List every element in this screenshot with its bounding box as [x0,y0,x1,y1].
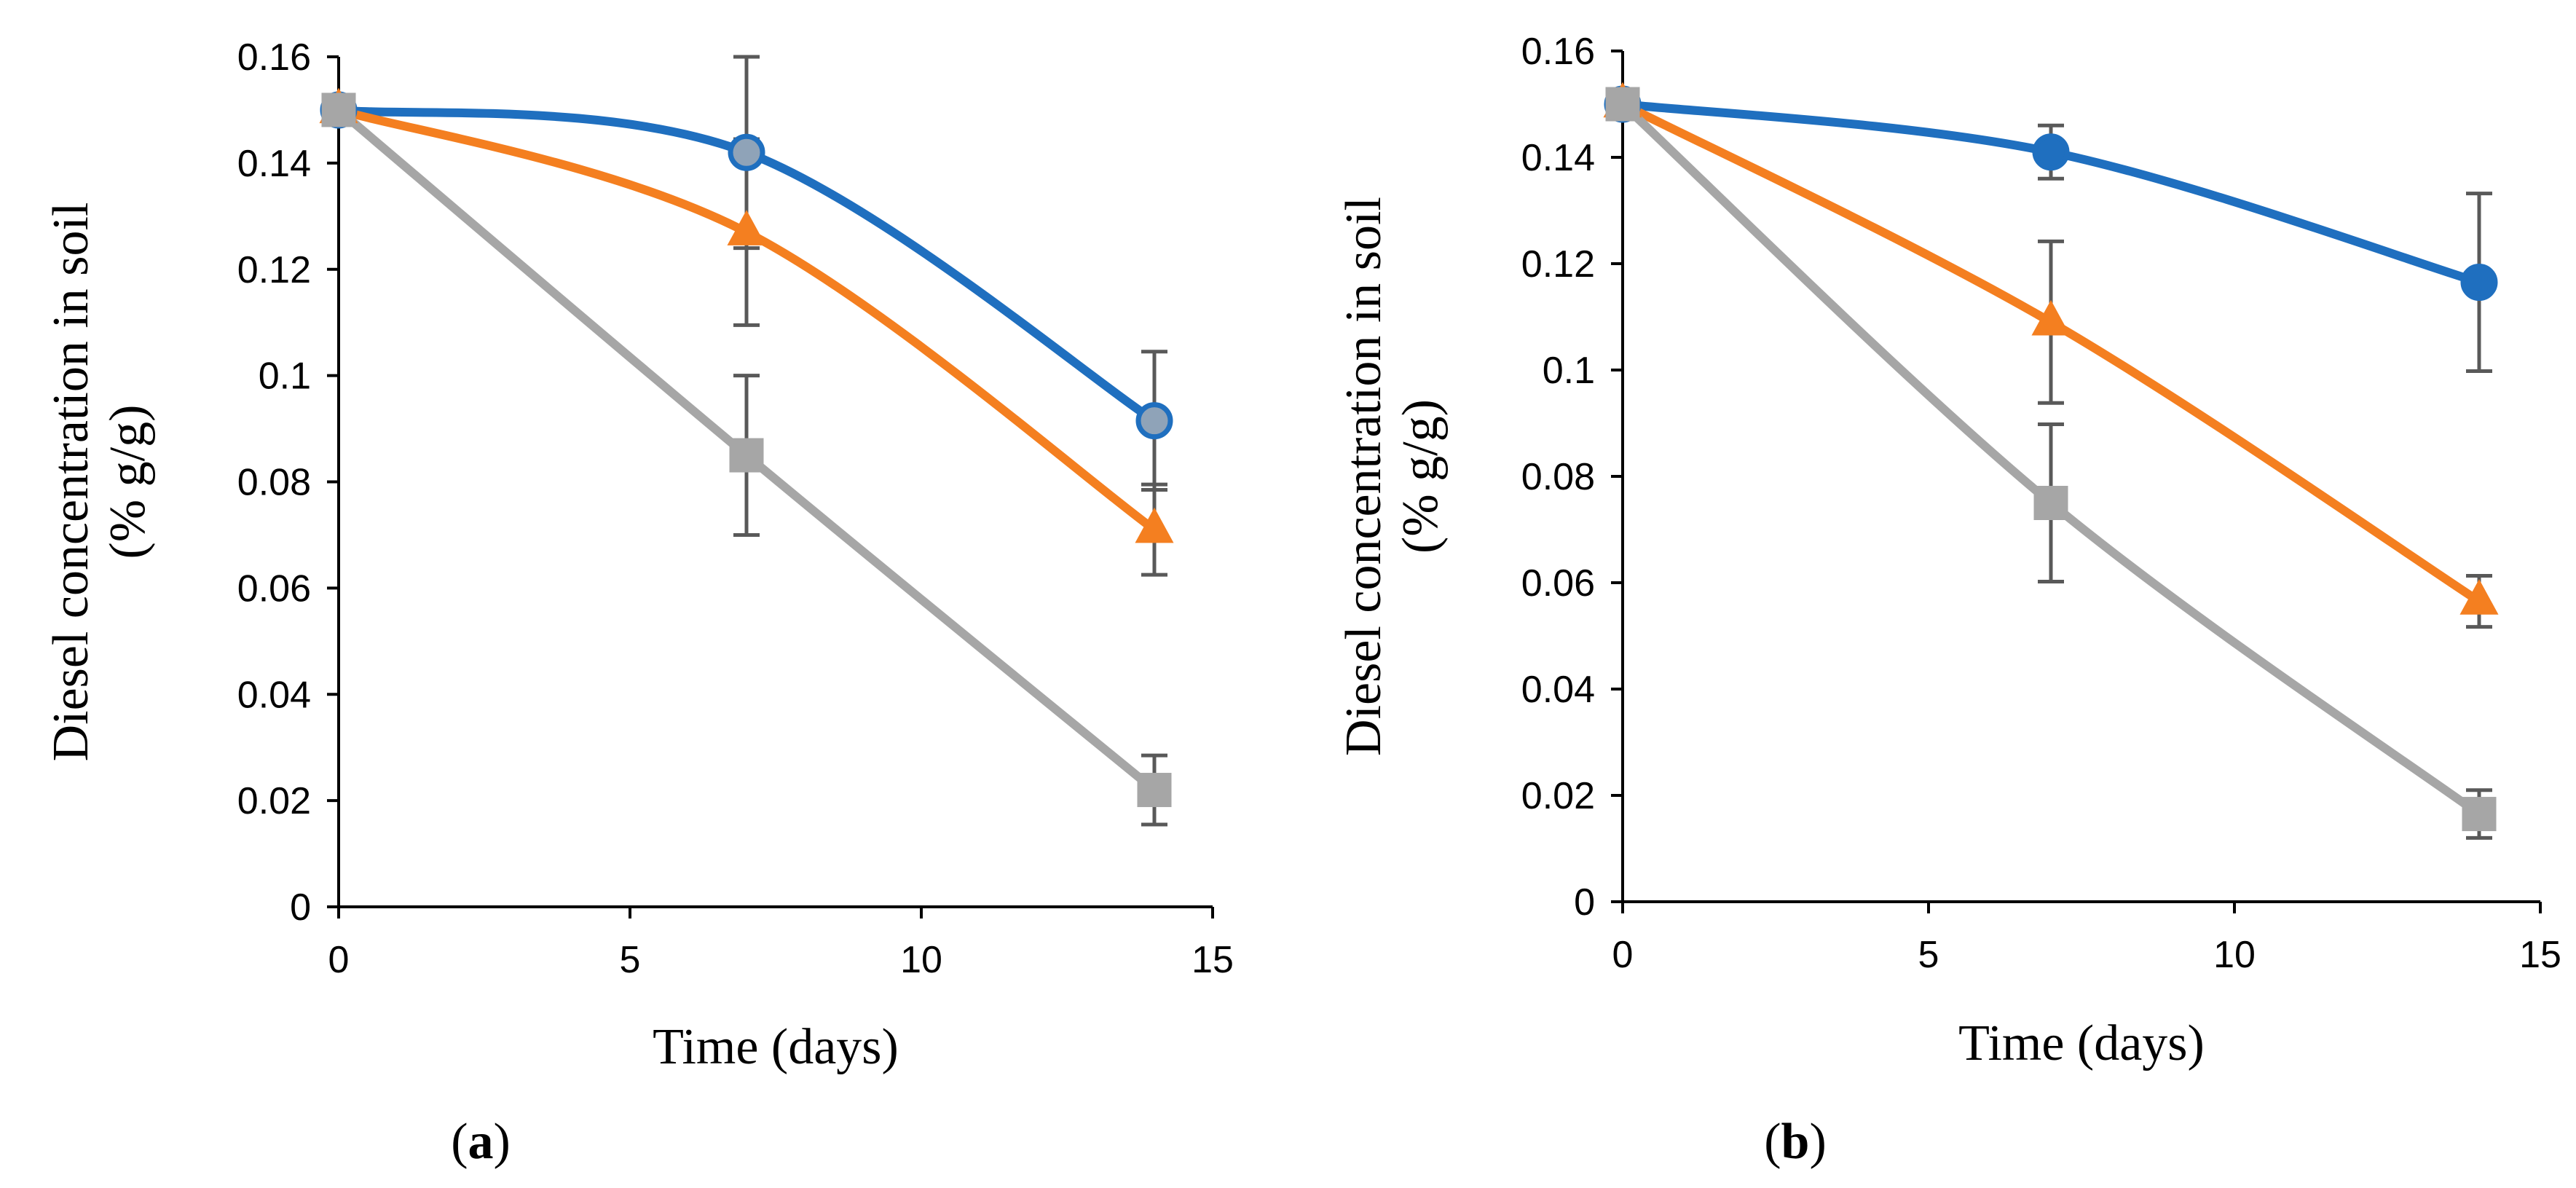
x-tick-label: 0 [328,939,350,981]
y-axis-title-line1: Diesel concentration in soil [1336,197,1392,756]
y-axis-title-line1: Diesel concentration in soil [43,202,99,762]
y-tick-label: 0 [290,886,311,929]
x-tick-label: 5 [1918,934,1939,976]
y-tick-label: 0.14 [237,143,311,185]
data-point-gray [2033,486,2068,520]
y-tick-label: 0.06 [237,567,311,610]
y-tick-label: 0.12 [1521,243,1595,286]
y-tick-label: 0.12 [237,249,311,291]
y-tick-label: 0.04 [1521,669,1595,711]
data-point-gray [2462,797,2497,832]
y-axis-title-line2: (% g/g) [100,405,156,559]
data-point-gray [1137,773,1172,808]
y-tick-label: 0.1 [1543,350,1595,392]
data-point-blue [2460,264,2498,302]
y-tick-label: 0.16 [237,36,311,79]
panel-a: 0 0.02 0.04 0.06 0.08 0.1 0.12 0.14 0.16 0 5 10 15 Ti… [43,36,1234,1170]
panel-label-open-paren: ( [451,1114,468,1170]
data-point-orange [2459,579,2499,615]
y-tick-label: 0.06 [1521,562,1595,605]
x-tick-label: 15 [1192,939,1234,981]
y-tick-label: 0.08 [1521,456,1595,498]
x-tick-label: 0 [1612,934,1634,976]
x-axis-title: Time (days) [1958,1015,2205,1071]
data-point-blue [1135,402,1173,440]
y-tick-label: 0.14 [1521,137,1595,179]
panel-label-letter: a [468,1114,494,1170]
x-tick-label: 5 [620,939,641,981]
data-point-gray [1605,87,1640,122]
x-tick-label: 10 [900,939,942,981]
x-tick-label: 10 [2213,934,2256,976]
y-tick-label: 0.04 [237,674,311,716]
panel-label: (a) [451,1114,511,1170]
panel-b: 0 0.02 0.04 0.06 0.08 0.1 0.12 0.14 0.16 0 5 10 15 Ti… [1336,31,2561,1170]
y-tick-label: 0.1 [259,355,311,398]
panel-label-open-paren: ( [1764,1114,1781,1170]
y-axis-title-line2: (% g/g) [1393,399,1449,554]
y-tick-label: 0.02 [1521,775,1595,817]
data-point-orange [2031,299,2071,336]
y-tick-label: 0.08 [237,462,311,504]
panel-label-close-paren: ) [494,1114,511,1170]
data-point-orange [727,210,766,245]
y-tick-label: 0 [1574,881,1595,924]
panel-label: (b) [1764,1114,1827,1170]
data-point-orange [1135,507,1174,543]
x-tick-label: 15 [2519,934,2561,976]
panel-label-letter: b [1781,1114,1810,1170]
y-tick-label: 0.16 [1521,31,1595,73]
y-tick-label: 0.02 [237,780,311,822]
data-point-blue [2032,133,2070,171]
data-point-blue [728,133,765,171]
x-axis-title: Time (days) [653,1019,899,1075]
data-point-gray [321,93,356,127]
data-point-gray [729,438,764,473]
panel-label-close-paren: ) [1809,1114,1826,1170]
